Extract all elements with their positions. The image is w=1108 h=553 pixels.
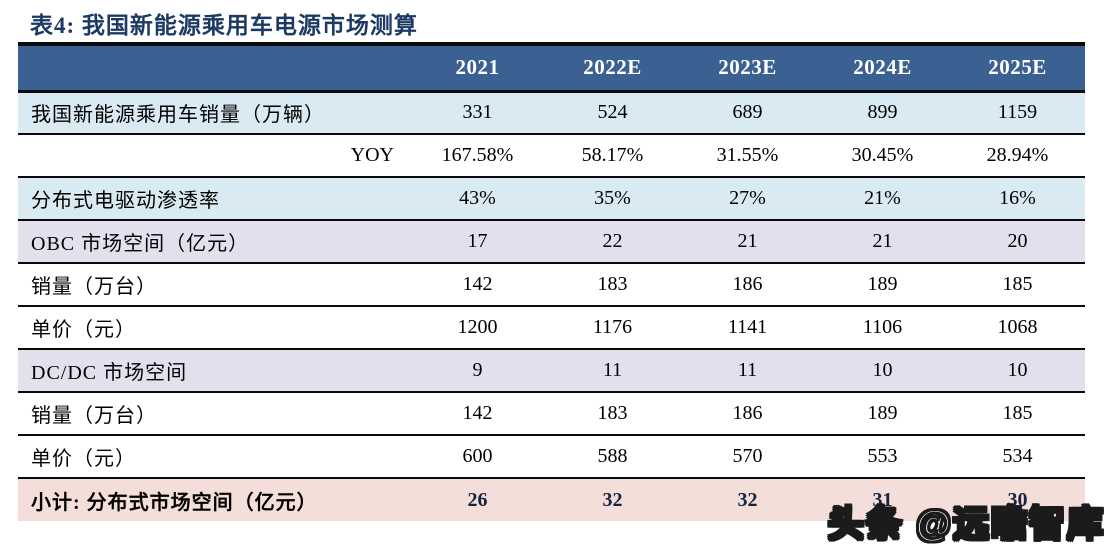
market-estimate-table: 2021 2022E 2023E 2024E 2025E 我国新能源乘用车销量（… — [18, 42, 1085, 521]
row-label: 单价（元） — [18, 435, 410, 479]
cell-value: 21 — [815, 220, 950, 264]
cell-value: 534 — [950, 435, 1085, 479]
cell-value: 30.45% — [815, 134, 950, 178]
cell-value: 1200 — [410, 306, 545, 350]
cell-value: 689 — [680, 91, 815, 135]
table-row-subtotal: 小计: 分布式市场空间（亿元） 26 32 32 31 30 — [18, 478, 1085, 521]
row-label: DC/DC 市场空间 — [18, 349, 410, 393]
cell-value: 11 — [545, 349, 680, 393]
table-row: OBC 市场空间（亿元） 17 22 21 21 20 — [18, 220, 1085, 264]
cell-value: 11 — [680, 349, 815, 393]
table-row: YOY 167.58% 58.17% 31.55% 30.45% 28.94% — [18, 134, 1085, 178]
watermark: 头条 @远瞻智库 — [827, 502, 1105, 545]
cell-value: 1106 — [815, 306, 950, 350]
table-row: 分布式电驱动渗透率 43% 35% 27% 21% 16% — [18, 177, 1085, 221]
row-label: 我国新能源乘用车销量（万辆） — [18, 91, 410, 135]
cell-value: 27% — [680, 177, 815, 221]
cell-value: 21 — [680, 220, 815, 264]
cell-value: 1159 — [950, 91, 1085, 135]
cell-value: 167.58% — [410, 134, 545, 178]
row-label: 销量（万台） — [18, 263, 410, 307]
cell-value: 899 — [815, 91, 950, 135]
cell-value: 9 — [410, 349, 545, 393]
cell-value: 183 — [545, 392, 680, 436]
cell-value: 189 — [815, 392, 950, 436]
table-row: 销量（万台） 142 183 186 189 185 — [18, 392, 1085, 436]
cell-value: 20 — [950, 220, 1085, 264]
cell-value: 570 — [680, 435, 815, 479]
cell-value: 142 — [410, 263, 545, 307]
table-header-row: 2021 2022E 2023E 2024E 2025E — [18, 42, 1085, 93]
cell-value: 185 — [950, 392, 1085, 436]
cell-value: 186 — [680, 263, 815, 307]
cell-value: 30 — [950, 478, 1085, 521]
table-row: 我国新能源乘用车销量（万辆） 331 524 689 899 1159 — [18, 91, 1085, 135]
cell-value: 185 — [950, 263, 1085, 307]
cell-value: 142 — [410, 392, 545, 436]
cell-value: 28.94% — [950, 134, 1085, 178]
column-header-2024e: 2024E — [815, 42, 950, 93]
column-header-label — [18, 42, 410, 93]
cell-value: 331 — [410, 91, 545, 135]
cell-value: 32 — [545, 478, 680, 521]
cell-value: 1068 — [950, 306, 1085, 350]
cell-value: 31 — [815, 478, 950, 521]
row-label: 分布式电驱动渗透率 — [18, 177, 410, 221]
cell-value: 189 — [815, 263, 950, 307]
cell-value: 17 — [410, 220, 545, 264]
cell-value: 22 — [545, 220, 680, 264]
cell-value: 21% — [815, 177, 950, 221]
cell-value: 58.17% — [545, 134, 680, 178]
cell-value: 1176 — [545, 306, 680, 350]
table-row: DC/DC 市场空间 9 11 11 10 10 — [18, 349, 1085, 393]
table-row: 销量（万台） 142 183 186 189 185 — [18, 263, 1085, 307]
column-header-2023e: 2023E — [680, 42, 815, 93]
cell-value: 183 — [545, 263, 680, 307]
cell-value: 26 — [410, 478, 545, 521]
row-label: OBC 市场空间（亿元） — [18, 220, 410, 264]
row-label: 销量（万台） — [18, 392, 410, 436]
column-header-2025e: 2025E — [950, 42, 1085, 93]
cell-value: 588 — [545, 435, 680, 479]
cell-value: 16% — [950, 177, 1085, 221]
column-header-2022e: 2022E — [545, 42, 680, 93]
column-header-2021: 2021 — [410, 42, 545, 93]
cell-value: 35% — [545, 177, 680, 221]
cell-value: 186 — [680, 392, 815, 436]
cell-value: 32 — [680, 478, 815, 521]
cell-value: 524 — [545, 91, 680, 135]
cell-value: 10 — [950, 349, 1085, 393]
row-label: 单价（元） — [18, 306, 410, 350]
cell-value: 43% — [410, 177, 545, 221]
cell-value: 10 — [815, 349, 950, 393]
row-label: YOY — [18, 134, 410, 178]
table-row: 单价（元） 1200 1176 1141 1106 1068 — [18, 306, 1085, 350]
cell-value: 31.55% — [680, 134, 815, 178]
cell-value: 1141 — [680, 306, 815, 350]
cell-value: 553 — [815, 435, 950, 479]
cell-value: 600 — [410, 435, 545, 479]
table-row: 单价（元） 600 588 570 553 534 — [18, 435, 1085, 479]
row-label: 小计: 分布式市场空间（亿元） — [18, 478, 410, 521]
page-title: 表4: 我国新能源乘用车电源市场测算 — [30, 13, 418, 38]
